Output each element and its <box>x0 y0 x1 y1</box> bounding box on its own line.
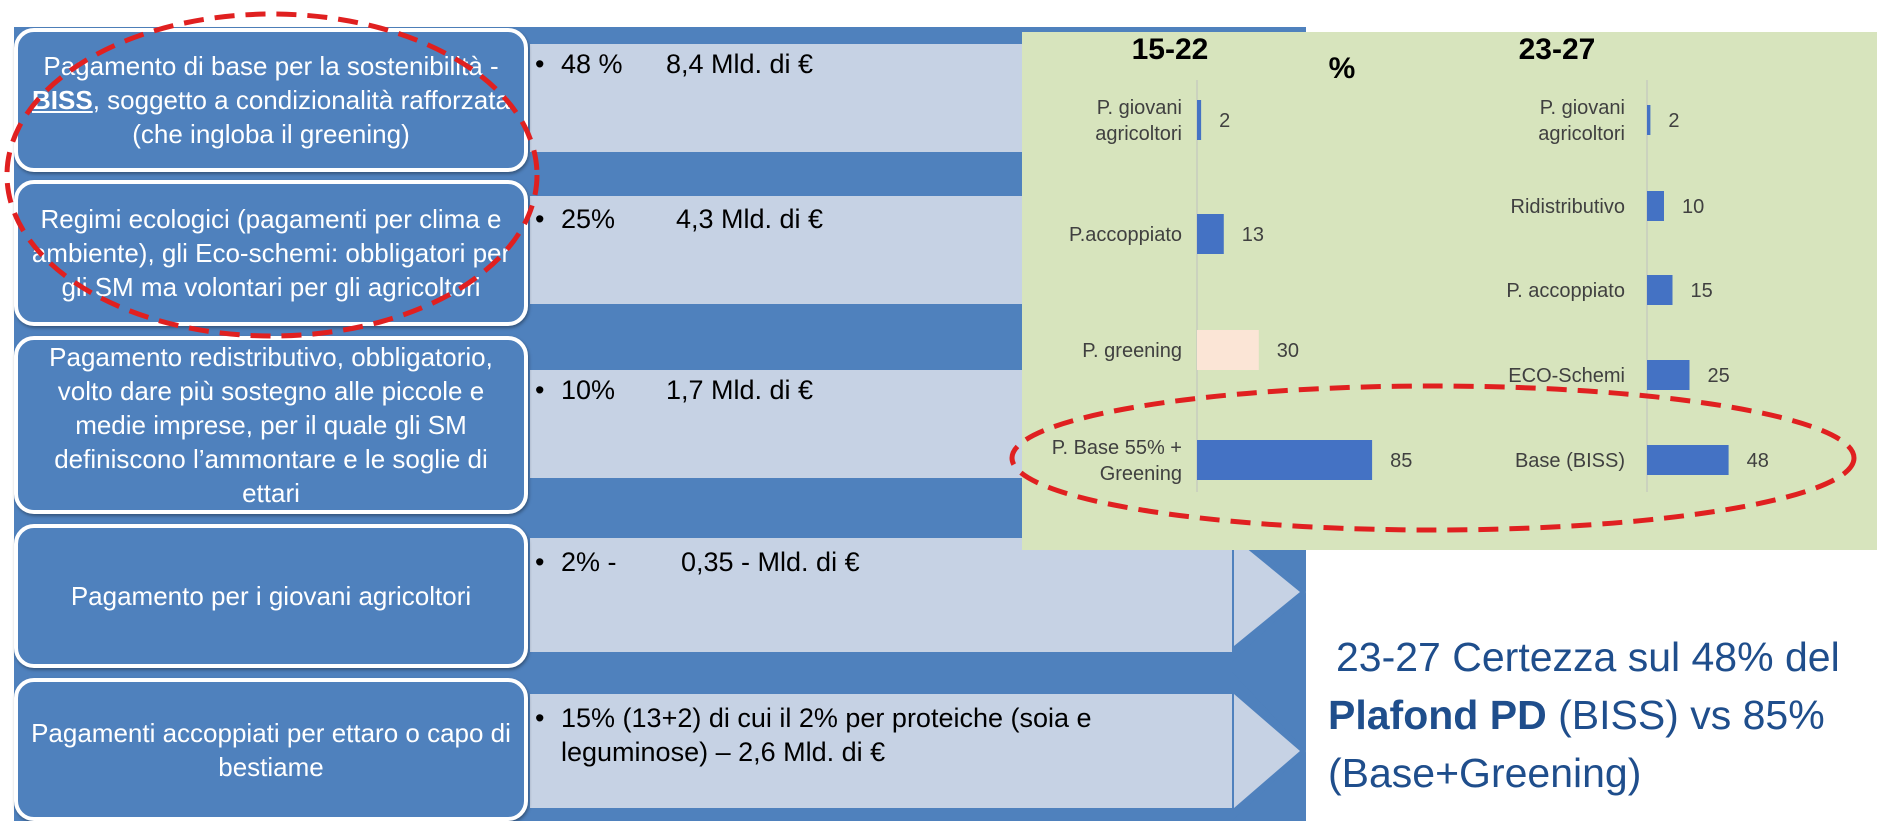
payment-box-eco-schemes: Regimi ecologici (pagamenti per clima e … <box>14 180 528 326</box>
amount-biss: 8,4 Mld. di € <box>666 49 814 79</box>
biss-box-text: Pagamento di base per la sostenibilità -… <box>32 51 510 149</box>
bar-0-2 <box>1197 330 1259 370</box>
amount-eco-schemes: 4,3 Mld. di € <box>676 204 824 234</box>
summary-line-2: Plafond PD (BISS) vs 85% <box>1328 692 1825 738</box>
chart-title-0: 15-22 <box>1132 33 1209 66</box>
eco-schemes-box-text: Regimi ecologici (pagamenti per clima e … <box>31 204 511 302</box>
summary-text: 23-27 Certezza sul 48% del Plafond PD (B… <box>1328 628 1868 802</box>
category-label-0-1: P.accoppiato <box>1069 224 1182 246</box>
pct-eco-schemes: 25% <box>561 204 616 234</box>
coupled-box-text: Pagamenti accoppiati per ettaro o capo d… <box>31 717 511 782</box>
bar-1-0 <box>1647 105 1651 135</box>
comparison-chart-panel: 15-22 2 P. giovani agricoltori 13 P.accoppiat… <box>1022 32 1877 550</box>
bar-value-1-3: 25 <box>1708 365 1730 387</box>
biss-label: BISS <box>32 85 93 115</box>
bullet-biss: • 48 % 8,4 Mld. di € <box>535 49 814 79</box>
summary-line-1: 23-27 Certezza sul 48% del <box>1336 634 1840 680</box>
bar-1-1 <box>1647 191 1664 221</box>
coupled-line-1: 15% (13+2) di cui il 2% per proteiche (s… <box>561 703 1092 733</box>
summary-bold: Plafond PD <box>1328 692 1547 738</box>
bar-0-3 <box>1197 440 1373 480</box>
bullet-young-farmers: • 2% -0,35 - Mld. di € <box>535 547 860 577</box>
arrow-row-4 <box>530 538 1306 652</box>
bar-1-2 <box>1647 275 1673 305</box>
chart-title-1: 23-27 <box>1519 33 1596 66</box>
coupled-line-2: leguminose) – 2,6 Mld. di € <box>561 737 886 767</box>
bullet-eco-schemes: • 25% 4,3 Mld. di € <box>535 204 824 234</box>
category-label-1-4: Base (BISS) <box>1515 450 1625 472</box>
summary-line-3: (Base+Greening) <box>1328 750 1642 796</box>
bar-0-0 <box>1197 100 1202 140</box>
bar-value-1-1: 10 <box>1682 196 1704 218</box>
comparison-chart: 15-22 2 P. giovani agricoltori 13 P.accoppiat… <box>1052 33 1769 492</box>
category-label-0-2: P. greening <box>1082 340 1182 362</box>
chart-unit-label: % <box>1329 52 1356 85</box>
bar-value-1-2: 15 <box>1691 280 1713 302</box>
category-label-1-3: ECO-Schemi <box>1508 365 1625 387</box>
payment-box-young-farmers: Pagamento per i giovani agricoltori <box>14 524 528 668</box>
category-label-0-0: P. giovani agricoltori <box>1095 97 1182 145</box>
category-label-0-3: P. Base 55% + Greening <box>1052 437 1182 485</box>
amount-redistributive: 1,7 Mld. di € <box>666 375 814 405</box>
bar-1-4 <box>1647 445 1729 475</box>
arrow-row-5 <box>530 694 1306 808</box>
pct-redistributive: 10% <box>561 375 616 405</box>
bar-value-1-4: 48 <box>1747 450 1769 472</box>
category-label-1-1: Ridistributivo <box>1511 196 1625 218</box>
bullet-coupled: • 15% (13+2) di cui il 2% per proteiche (… <box>535 703 1092 767</box>
amount-young-farmers: 0,35 - Mld. di € <box>681 547 860 577</box>
pct-biss: 48 % <box>561 49 623 79</box>
bar-value-0-2: 30 <box>1277 340 1299 362</box>
category-label-1-0: P. giovani agricoltori <box>1538 97 1625 145</box>
bar-value-0-3: 85 <box>1390 450 1412 472</box>
bar-1-3 <box>1647 360 1690 390</box>
bullet-redistributive: • 10% 1,7 Mld. di € <box>535 375 814 405</box>
pct-young-farmers: 2% - <box>561 547 617 577</box>
bar-value-0-1: 13 <box>1242 224 1264 246</box>
category-label-1-2: P. accoppiato <box>1506 280 1625 302</box>
bar-0-1 <box>1197 214 1224 254</box>
payment-box-coupled: Pagamenti accoppiati per ettaro o capo d… <box>14 678 528 821</box>
bar-value-0-0: 2 <box>1219 110 1230 132</box>
young-farmers-box-text: Pagamento per i giovani agricoltori <box>70 581 472 611</box>
payment-box-redistributive: Pagamento redistributivo, obbligatorio, … <box>14 336 528 514</box>
redistributive-box-text: Pagamento redistributivo, obbligatorio, … <box>49 342 493 508</box>
payment-box-biss: Pagamento di base per la sostenibilità -… <box>14 28 528 172</box>
bar-value-1-0: 2 <box>1668 110 1679 132</box>
